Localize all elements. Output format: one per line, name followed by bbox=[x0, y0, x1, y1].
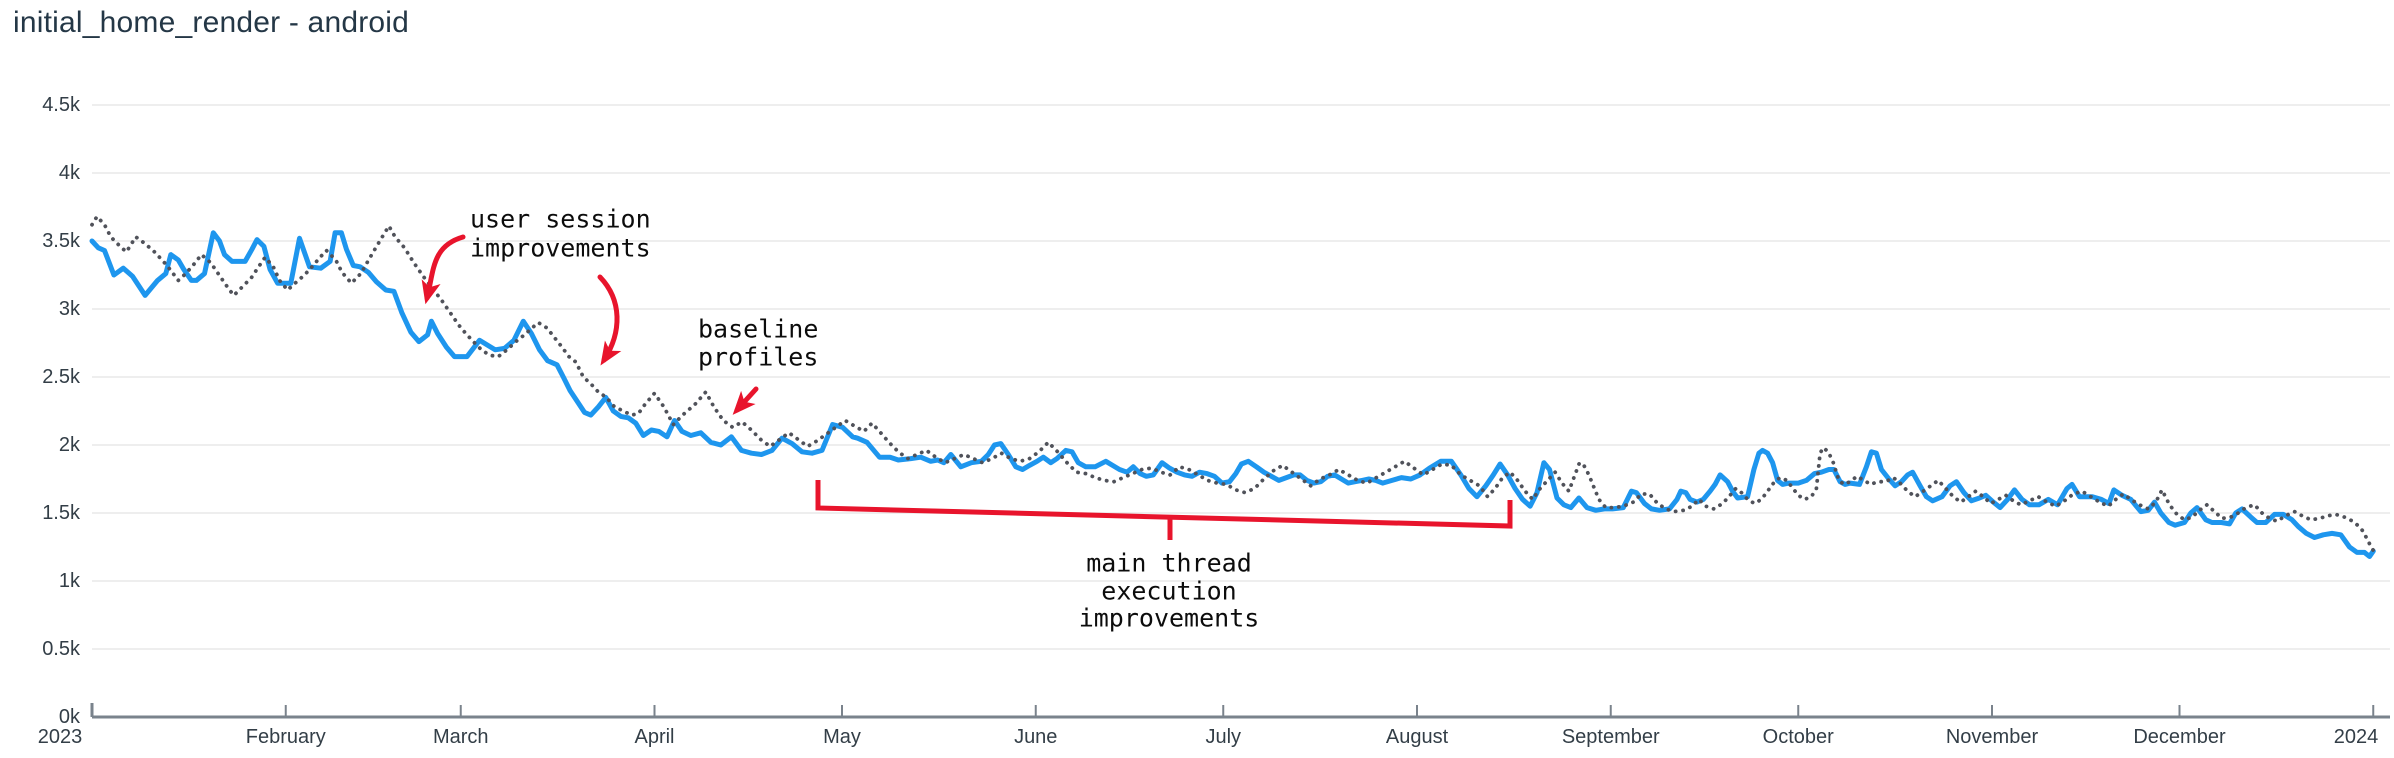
y-tick-label: 0.5k bbox=[42, 638, 81, 660]
page-title: initial_home_render - android bbox=[13, 6, 410, 39]
annotation-baseline-line1: baseline bbox=[698, 315, 818, 344]
series-lines[interactable] bbox=[89, 214, 2376, 559]
x-tick-label: June bbox=[1014, 726, 1057, 748]
annotation-user-session-line1: user session bbox=[470, 205, 651, 234]
user-session-arrow-right bbox=[597, 274, 622, 366]
y-tick-label: 4k bbox=[59, 162, 81, 184]
annotation-main-thread-line1: main thread bbox=[1086, 549, 1252, 578]
annotations: user session improvements baseline profi… bbox=[421, 205, 1513, 633]
series-line-dotted_gray_line[interactable] bbox=[90, 214, 2376, 553]
annotation-main-thread-line3: improvements bbox=[1079, 604, 1260, 633]
gridlines bbox=[92, 104, 2390, 650]
annotation-main-thread-line2: execution bbox=[1101, 577, 1236, 606]
series-line-solid_blue_line[interactable] bbox=[89, 230, 2376, 559]
y-tick-label: 1.5k bbox=[42, 502, 81, 524]
y-tick-label: 4.5k bbox=[42, 94, 81, 116]
x-tick-label: April bbox=[634, 726, 674, 748]
x-tick-label: March bbox=[433, 726, 489, 748]
y-tick-label: 3.5k bbox=[42, 230, 81, 252]
x-tick-label: September bbox=[1562, 726, 1660, 748]
x-tick-label: December bbox=[2133, 726, 2226, 748]
x-tick-label: May bbox=[823, 726, 861, 748]
user-session-arrow-left bbox=[421, 234, 466, 305]
y-tick-label: 2k bbox=[59, 434, 81, 456]
x-tick-label: July bbox=[1205, 726, 1241, 748]
main-thread-bracket bbox=[815, 480, 1513, 529]
x-tick-label: 2023 bbox=[38, 726, 83, 748]
y-axis-labels: 0k 0.5k 1k 1.5k 2k 2.5k 3k 3.5k 4k 4.5k bbox=[42, 94, 81, 728]
y-tick-label: 0k bbox=[59, 706, 81, 728]
annotation-baseline-line2: profiles bbox=[698, 343, 818, 372]
x-tick-label: February bbox=[246, 726, 326, 748]
x-axis-labels: 2023 February March April May June July August S… bbox=[38, 726, 2379, 748]
annotation-user-session-line2: improvements bbox=[470, 234, 651, 263]
y-tick-label: 1k bbox=[59, 570, 81, 592]
x-tick-label: October bbox=[1763, 726, 1834, 748]
x-tick-label: November bbox=[1946, 726, 2039, 748]
y-tick-label: 2.5k bbox=[42, 366, 81, 388]
y-tick-label: 3k bbox=[59, 298, 81, 320]
x-axis bbox=[90, 703, 2390, 719]
x-tick-label: August bbox=[1386, 726, 1449, 748]
x-tick-label: 2024 bbox=[2334, 726, 2379, 748]
baseline-profiles-arrow bbox=[732, 386, 759, 415]
